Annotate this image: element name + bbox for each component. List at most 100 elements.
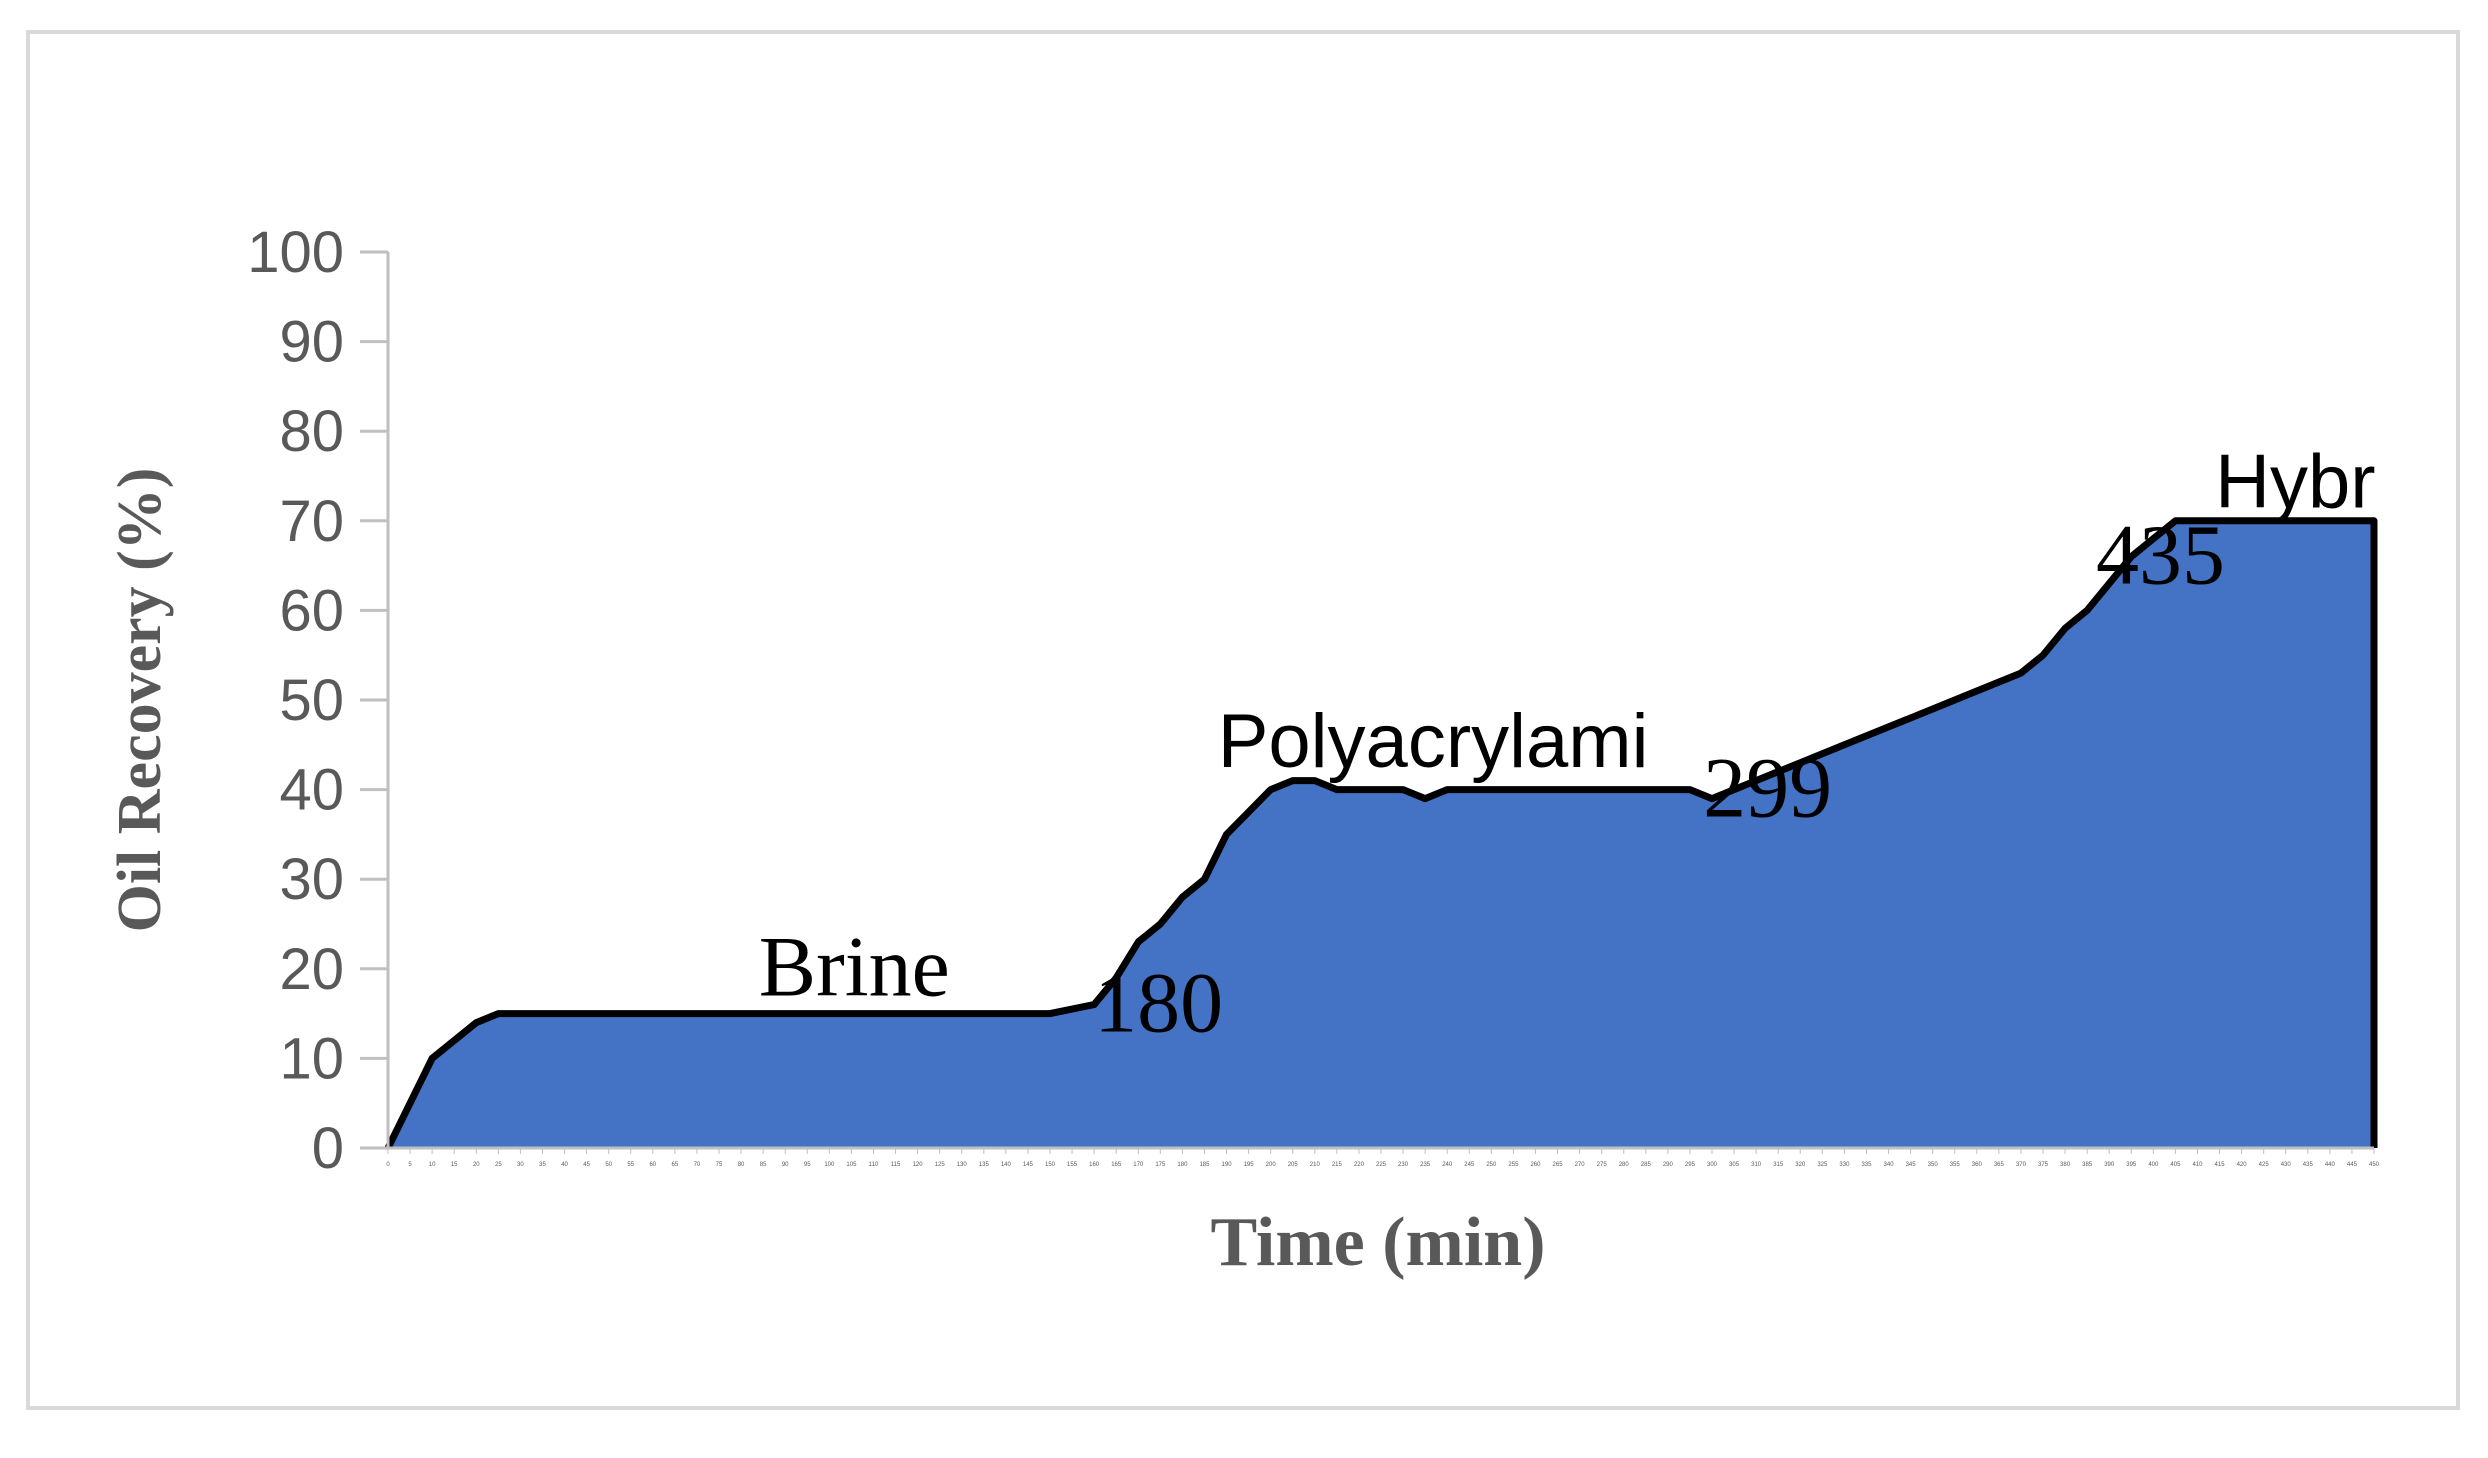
x-tick-label: 75 — [716, 1162, 723, 1168]
x-tick-label: 305 — [1729, 1162, 1740, 1168]
x-tick-label: 385 — [2082, 1162, 2093, 1168]
x-tick-label: 40 — [561, 1162, 568, 1168]
x-tick-label: 30 — [517, 1162, 524, 1168]
x-tick-label: 55 — [627, 1162, 634, 1168]
data-point — [1049, 1013, 1051, 1015]
x-tick-label: 370 — [2016, 1162, 2027, 1168]
x-tick-label: 380 — [2060, 1162, 2071, 1168]
data-point — [1336, 789, 1338, 791]
x-tick-label: 15 — [451, 1162, 458, 1168]
x-tick-label: 330 — [1839, 1162, 1850, 1168]
x-tick-label: 20 — [473, 1162, 480, 1168]
annotation-label: 435 — [2096, 507, 2225, 603]
x-tick-label: 215 — [1332, 1162, 1343, 1168]
x-tick-label: 435 — [2303, 1162, 2314, 1168]
x-tick-label: 210 — [1310, 1162, 1321, 1168]
x-tick-label: 5 — [408, 1162, 412, 1168]
data-point — [1755, 780, 1757, 782]
data-point — [2042, 654, 2044, 656]
data-point — [1932, 708, 1934, 710]
x-tick-label: 400 — [2148, 1162, 2159, 1168]
x-tick-label: 240 — [1442, 1162, 1453, 1168]
x-tick-label: 150 — [1045, 1162, 1056, 1168]
x-tick-label: 300 — [1707, 1162, 1718, 1168]
x-tick-label: 270 — [1575, 1162, 1586, 1168]
x-tick-label: 120 — [913, 1162, 924, 1168]
x-tick-label: 255 — [1508, 1162, 1519, 1168]
data-point — [475, 1022, 477, 1024]
x-tick-label: 165 — [1111, 1162, 1122, 1168]
annotation-label: 180 — [1094, 955, 1223, 1051]
x-tick-label: 405 — [2170, 1162, 2181, 1168]
x-tick-label: 390 — [2104, 1162, 2115, 1168]
data-point — [1181, 896, 1183, 898]
x-tick-label: 285 — [1641, 1162, 1652, 1168]
y-tick-label: 60 — [279, 578, 344, 643]
x-tick-label: 25 — [495, 1162, 502, 1168]
annotation-label: Polyacrylami — [1218, 699, 1649, 784]
x-tick-label: 415 — [2215, 1162, 2226, 1168]
x-tick-label: 260 — [1530, 1162, 1541, 1168]
annotation-label: 299 — [1703, 739, 1832, 835]
x-tick-label: 50 — [605, 1162, 612, 1168]
x-tick-label: 185 — [1199, 1162, 1210, 1168]
y-tick-label: 50 — [279, 668, 344, 733]
data-point — [1093, 1004, 1095, 1006]
x-tick-label: 115 — [891, 1162, 901, 1168]
y-tick-label: 0 — [312, 1116, 344, 1181]
y-tick-label: 40 — [279, 758, 344, 823]
y-tick-label: 20 — [279, 937, 344, 1002]
area-layer — [384, 517, 2378, 1150]
data-point — [1226, 833, 1227, 835]
x-tick-label: 430 — [2281, 1162, 2292, 1168]
x-tick-label: 315 — [1773, 1162, 1784, 1168]
x-tick-label: 250 — [1486, 1162, 1497, 1168]
data-point — [2152, 538, 2154, 540]
data-point — [1424, 798, 1426, 800]
x-tick-label: 110 — [869, 1162, 879, 1168]
x-tick-label: 130 — [957, 1162, 968, 1168]
x-tick-label: 145 — [1023, 1162, 1034, 1168]
annotation-label: Brine — [759, 919, 950, 1015]
data-point — [1204, 878, 1205, 880]
y-tick-label: 10 — [279, 1026, 344, 1091]
x-tick-label: 340 — [1884, 1162, 1895, 1168]
x-tick-label: 245 — [1464, 1162, 1475, 1168]
data-point — [1380, 789, 1382, 791]
x-tick-label: 335 — [1861, 1162, 1872, 1168]
data-point — [1799, 762, 1801, 764]
x-tick-label: 105 — [846, 1162, 857, 1168]
data-point — [1976, 690, 1978, 692]
x-tick-label: 45 — [583, 1162, 590, 1168]
x-tick-label: 170 — [1133, 1162, 1144, 1168]
data-point — [1314, 780, 1316, 782]
y-tick-label: 80 — [279, 399, 344, 464]
data-point — [2130, 556, 2132, 558]
x-tick-label: 225 — [1376, 1162, 1387, 1168]
x-tick-label: 175 — [1155, 1162, 1166, 1168]
y-tick-label: 100 — [247, 220, 344, 285]
x-tick-label: 125 — [935, 1162, 946, 1168]
data-point — [431, 1057, 433, 1059]
x-tick-label: 35 — [539, 1162, 546, 1168]
x-tick-label: 60 — [649, 1162, 656, 1168]
x-tick-label: 135 — [979, 1162, 990, 1168]
area-fill — [388, 520, 2374, 1148]
x-tick-label: 420 — [2237, 1162, 2248, 1168]
x-tick-label: 100 — [824, 1162, 835, 1168]
x-tick-label: 70 — [694, 1162, 701, 1168]
x-tick-label: 310 — [1751, 1162, 1762, 1168]
x-tick-label: 280 — [1619, 1162, 1630, 1168]
x-tick-label: 325 — [1817, 1162, 1828, 1168]
annotation-label: Hybr — [2215, 439, 2375, 524]
data-point — [2174, 520, 2176, 522]
x-tick-label: 180 — [1177, 1162, 1188, 1168]
x-tick-label: 355 — [1950, 1162, 1961, 1168]
x-tick-label: 445 — [2347, 1162, 2358, 1168]
x-tick-label: 10 — [429, 1162, 436, 1168]
x-tick-label: 290 — [1663, 1162, 1674, 1168]
y-tick-label: 30 — [279, 847, 344, 912]
x-tick-label: 85 — [760, 1162, 767, 1168]
x-tick-label: 320 — [1795, 1162, 1806, 1168]
